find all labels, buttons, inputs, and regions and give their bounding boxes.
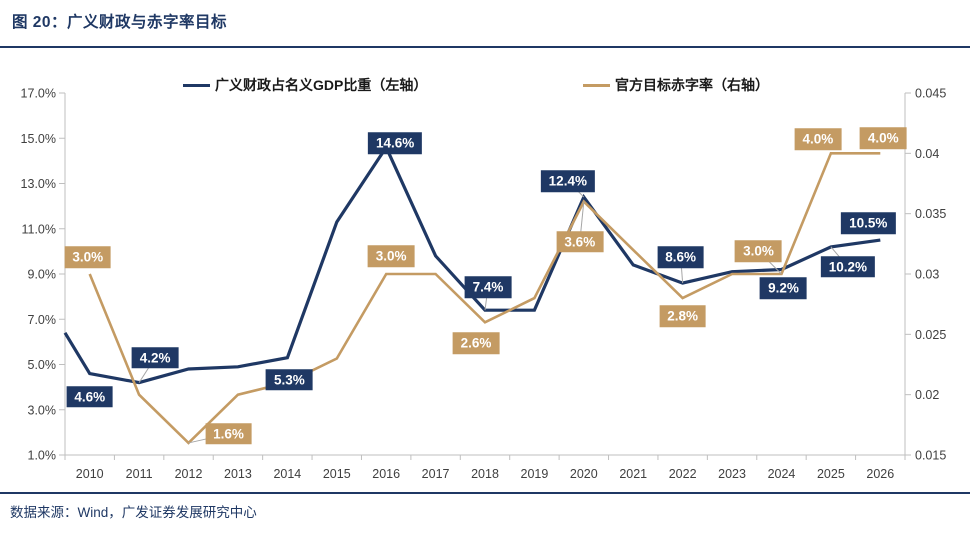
left-axis-tick-label: 1.0% [28,449,57,463]
figure-title: 图 20：广义财政与赤字率目标 [12,14,228,31]
deficit-target-line [88,152,881,445]
label-leader-line [830,246,849,268]
left-axis-tick-label: 5.0% [28,358,57,372]
broad-fiscal-line [63,144,881,385]
label-leader-line [680,257,684,284]
x-axis-tick-label: 2023 [718,467,746,481]
right-axis-tick-label: 0.015 [915,449,946,463]
right-axis-tick-label: 0.035 [915,207,946,221]
title-divider [0,46,970,48]
x-axis-tick-label: 2017 [422,467,450,481]
x-axis-tick-label: 2022 [669,467,697,481]
left-axis-tick-label: 11.0% [21,222,56,236]
left-axis-tick-label: 9.0% [28,268,57,282]
navy-line-swatch-icon [183,83,210,87]
right-axis-tick-label: 0.02 [915,388,939,402]
legend-label-deficit-target: 官方目标赤字率（右轴） [615,77,769,93]
x-axis-tick-label: 2013 [224,467,252,481]
legend-label-broad-fiscal: 广义财政占名义GDP比重（左轴） [215,77,428,93]
x-axis-tick-label: 2010 [76,467,104,481]
left-axis-tick-label: 3.0% [28,403,57,417]
x-axis-tick-label: 2016 [372,467,400,481]
right-axis-tick-label: 0.045 [915,87,946,101]
x-axis-tick-label: 2011 [126,467,153,481]
gold-line-swatch-icon [583,83,610,87]
right-axis-tick-label: 0.03 [915,268,939,282]
legend-item-broad-fiscal: 广义财政占名义GDP比重（左轴） [183,76,427,94]
x-axis-tick-label: 2019 [521,467,549,481]
left-axis-tick-label: 13.0% [21,177,56,191]
footer-divider [0,492,970,494]
left-axis-tick-label: 7.0% [28,313,57,327]
x-axis-tick-label: 2025 [817,467,845,481]
label-leader-line [484,287,489,311]
x-axis-tick-label: 2012 [175,467,203,481]
right-axis-tick-label: 0.025 [915,328,946,342]
legend-item-deficit-target: 官方目标赤字率（右轴） [583,76,769,94]
left-axis-tick-label: 17.0% [21,87,56,101]
x-axis-tick-label: 2026 [866,467,894,481]
x-axis-tick-label: 2018 [471,467,499,481]
left-axis-tick-label: 15.0% [21,132,56,146]
x-axis-tick-label: 2015 [323,467,351,481]
x-axis-tick-label: 2020 [570,467,598,481]
x-axis-tick-label: 2024 [768,467,796,481]
x-axis-tick-label: 2021 [619,467,647,481]
data-source: 数据来源：Wind，广发证券发展研究中心 [10,505,257,520]
right-axis-tick-label: 0.04 [915,147,939,161]
label-leader-line [567,180,585,198]
x-axis-tick-label: 2014 [273,467,301,481]
